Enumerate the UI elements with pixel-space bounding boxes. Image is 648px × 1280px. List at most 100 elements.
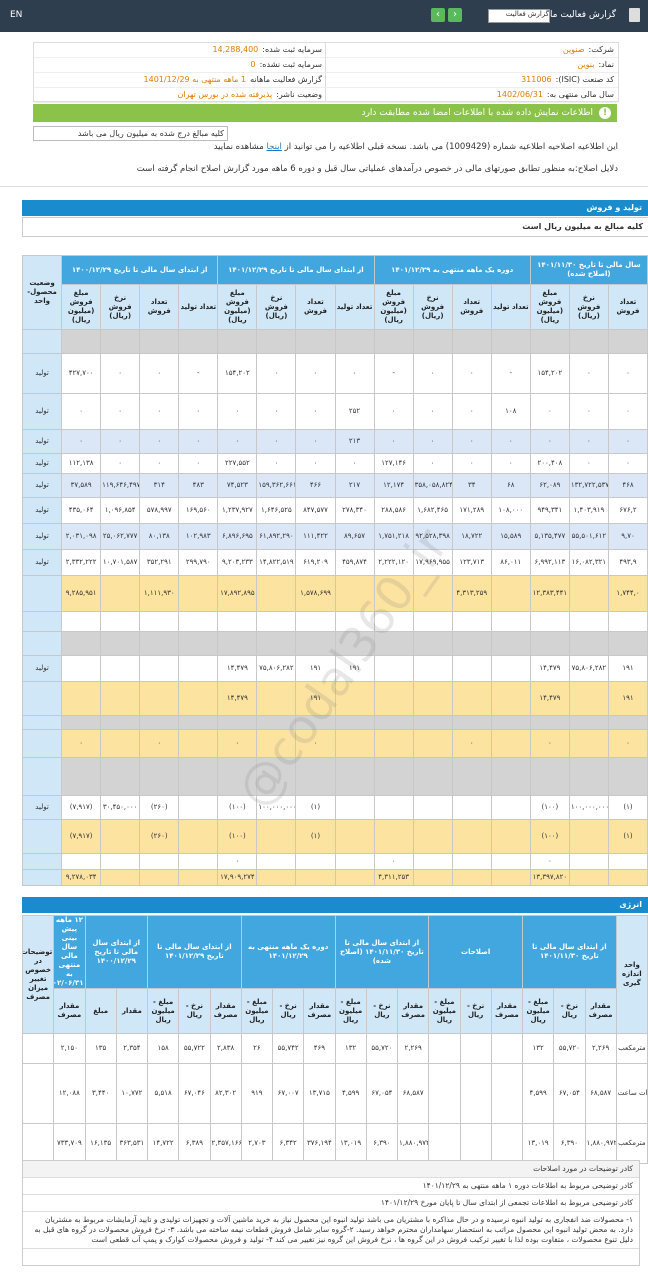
table-cell: ۶۸: [490, 473, 531, 498]
table-cell: ۱۲۷,۱۴۶: [373, 453, 414, 474]
table-cell: [373, 715, 414, 730]
table-cell: [607, 715, 648, 730]
table-cell: [256, 869, 297, 886]
table-cell: [568, 575, 609, 612]
table-cell: ۱,۵۷۸,۶۹۹: [295, 575, 336, 612]
table-cell: ۹,۲۰۳,۲۳۳: [217, 549, 258, 576]
next-button[interactable]: ›: [448, 8, 462, 22]
table-cell: ۴۶۹: [303, 1033, 336, 1064]
table-cell: ۱,۰۹۶,۸۵۴: [100, 497, 141, 524]
notice: ! اطلاعات نمایش داده شده با اطلاعات امضا …: [33, 104, 617, 122]
table-row: تولید ۱۴,۴۷۹ ۷۵,۸۰۶,۲۸۲ ۱۹۱ ۱۹۱ ۱۴,۴۷۹ ۷۵,۸۰۶,…: [21, 655, 648, 682]
note-text: مشاهده نمایید: [213, 142, 264, 152]
prev-button[interactable]: ‹: [431, 8, 445, 22]
table-cell: [61, 853, 102, 870]
table-cell: [334, 729, 375, 758]
table-row: [21, 329, 648, 354]
notice-text: اطلاعات نمایش داده شده با اطلاعات امضا ش…: [361, 108, 593, 118]
table-cell: [178, 575, 219, 612]
table-cell: [568, 757, 609, 796]
table-cell: [139, 757, 180, 796]
table-cell: مگاوات ساعت: [615, 1063, 648, 1124]
table-cell: [451, 869, 492, 886]
table-cell: [459, 1123, 492, 1164]
table-cell: [490, 681, 531, 716]
column-header: مبلغ فروش (میلیون ریال): [61, 284, 102, 330]
table-cell: [412, 757, 453, 796]
column-header: نرخ - ریال: [271, 988, 305, 1034]
table-cell: [334, 575, 375, 612]
units-select[interactable]: کلیه مبالغ درج شده به میلیون ریال می باش…: [33, 126, 228, 141]
table-cell: [451, 329, 492, 354]
table-cell: [21, 1033, 55, 1064]
table-row: تولید ۴۲۷,۷۰۰ ۰ ۰-۱۵۴,۲۰۲ ۰ ۰ ۰-۰ ۰-۱۵۴,۲۰۲ ۰ ۰: [21, 353, 648, 394]
table-cell: ۱۳,۰۱۹: [334, 1123, 367, 1164]
column-header: نرخ فروش (ریال): [100, 284, 141, 330]
table-cell: ۲۹۹,۷۹۰: [178, 549, 219, 576]
table-cell: [295, 611, 336, 632]
table-cell: [61, 611, 102, 632]
table-cell: [61, 715, 102, 730]
table-cell: (۱۰۰): [217, 819, 258, 854]
table-cell: [490, 869, 531, 886]
table-cell: [334, 757, 375, 796]
table-cell: [451, 757, 492, 796]
table-cell: ۶۲,۰۸۹: [529, 473, 570, 498]
table-cell: [295, 869, 336, 886]
table-cell: [100, 819, 141, 854]
info-label: کد صنعت (ISIC):: [555, 75, 614, 84]
table-row: ۱۴,۴۷۹ ۱۹۱ ۱۴,۴۷۹ ۱۹۱: [21, 681, 648, 716]
notes-item: کادر توضیحی مربوط به اطلاعات دوره ۱ ماهه…: [23, 1178, 639, 1195]
table-cell: [100, 853, 141, 870]
table-cell: [412, 575, 453, 612]
table-cell: [100, 729, 141, 758]
table-cell: [178, 329, 219, 354]
link[interactable]: اینجا: [266, 142, 282, 152]
table-cell: [21, 869, 63, 886]
table-cell: ۷۵,۸۰۶,۲۸۲: [256, 655, 297, 682]
table-cell: [607, 853, 648, 870]
language-toggle[interactable]: EN: [10, 10, 23, 20]
table-cell: ۱۷,۸۹۲,۸۹۵: [217, 575, 258, 612]
table-cell: [61, 631, 102, 656]
table-cell: [451, 819, 492, 854]
table-cell: [61, 655, 102, 682]
table-cell: ۲,۰۳۱,۰۹۸: [61, 523, 102, 550]
table-cell: -: [373, 353, 414, 394]
notice-icon: !: [599, 106, 611, 119]
report-icon: [629, 8, 640, 22]
table-cell: ۶۱۹,۲۰۹: [295, 549, 336, 576]
table-cell: ۱۹۱: [607, 681, 648, 716]
column-header: نرخ فروش (ریال): [256, 284, 297, 330]
table-cell: ۵۵,۷۲۰: [553, 1033, 586, 1064]
column-header: مبلغ فروش (میلیون ریال): [373, 284, 414, 330]
table-cell: ۴,۵۹۹: [521, 1063, 555, 1124]
table-cell: (۲۶۰): [139, 795, 180, 820]
table-cell: [568, 729, 609, 758]
table-cell: ۱۱۹,۶۴۶,۴۹۷: [100, 473, 141, 498]
table-cell: مترمکعب: [615, 1033, 648, 1064]
table-cell: ۰: [295, 453, 336, 474]
table-cell: ۶,۳۹۰: [553, 1123, 586, 1164]
table-cell: ۰: [373, 393, 414, 430]
table-cell: ۱,۲۳۷,۹۲۷: [217, 497, 258, 524]
table-cell: ۰: [451, 353, 492, 394]
table-cell: ۱۲,۳۸۳,۴۴۱: [529, 575, 570, 612]
table-cell: ۱۶۹,۵۶۰: [178, 497, 219, 524]
table-cell: ۱۵۹,۳۶۲,۶۶۱: [256, 473, 297, 498]
table-cell: ۳۷,۵۸۹: [61, 473, 102, 498]
report-select[interactable]: گزارش فعالیت: [488, 9, 550, 23]
table-cell: ۱۳۲: [334, 1033, 367, 1064]
table-cell: ۶۱,۸۹۲,۲۹۰: [256, 523, 297, 550]
table-cell: ۰: [295, 429, 336, 454]
table-cell: ۰: [100, 429, 141, 454]
table-cell: [568, 853, 609, 870]
column-header: مبلغ - میلیون ریال: [428, 988, 461, 1034]
section-subtitle: کلیه مبالغ به میلیون ریال است: [22, 217, 648, 237]
table-cell: [568, 631, 609, 656]
report-title: گزارش فعالیت ماهانه: [535, 10, 616, 20]
table-cell: ۸۲,۳۰۲: [209, 1063, 242, 1124]
table-cell: ۱۰۸,۰۰۰: [490, 497, 531, 524]
table-cell: ۰: [334, 453, 375, 474]
info-row: نماد:بنوین: [326, 58, 618, 73]
